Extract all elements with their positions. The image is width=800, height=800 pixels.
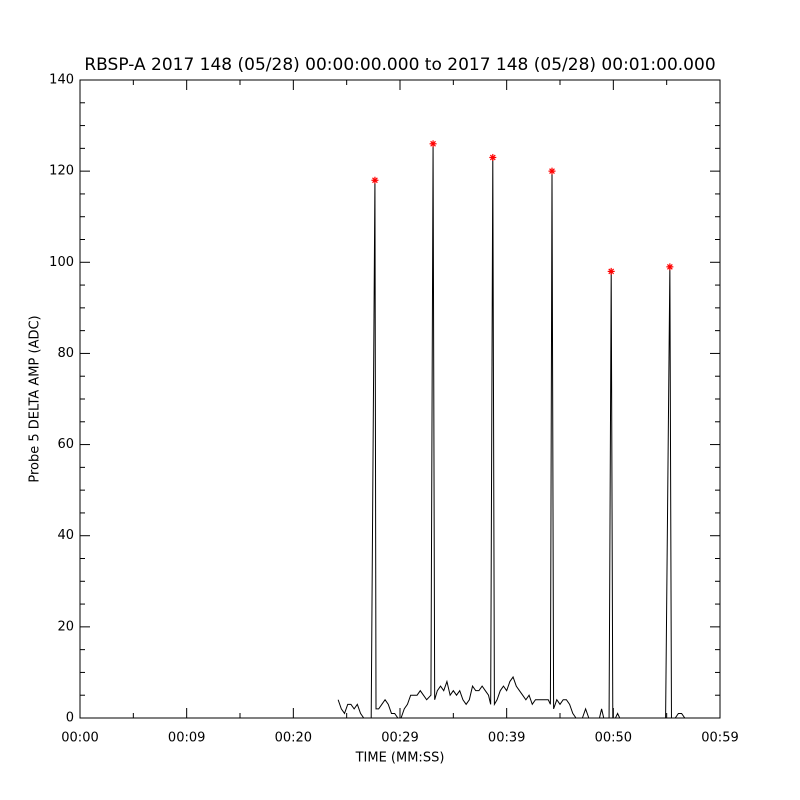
peak-marker: [429, 140, 437, 148]
peak-marker: [371, 176, 379, 184]
marker-stroke: [372, 177, 378, 184]
plot-frame: [79, 79, 721, 719]
y-tick-label: 120: [49, 164, 74, 179]
y-tick-label: 20: [57, 619, 74, 634]
x-tick-label: 00:20: [275, 731, 312, 746]
x-tick-label: 00:09: [168, 731, 205, 746]
y-tick-label: 0: [66, 711, 74, 726]
y-axis-label: Probe 5 DELTA AMP (ADC): [28, 315, 43, 482]
marker-stroke: [608, 268, 615, 275]
data-line: [337, 143, 688, 719]
x-tick-label: 00:39: [488, 731, 525, 746]
peak-marker: [489, 153, 497, 161]
y-tick-label: 60: [57, 437, 74, 452]
y-tick-label: 80: [57, 346, 74, 361]
marker-stroke: [489, 154, 496, 161]
peak-marker: [666, 263, 674, 271]
peak-marker: [607, 267, 615, 275]
x-tick-label: 00:59: [701, 731, 738, 746]
chart-title: RBSP-A 2017 148 (05/28) 00:00:00.000 to …: [84, 55, 715, 75]
peak-marker: [548, 167, 556, 175]
y-tick-label: 40: [57, 528, 74, 543]
x-tick-label: 00:29: [381, 731, 418, 746]
x-axis-label: TIME (MM:SS): [355, 751, 445, 766]
y-tick-label: 100: [49, 255, 74, 270]
x-tick-label: 00:50: [595, 731, 632, 746]
x-tick-label: 00:00: [61, 731, 98, 746]
marker-stroke: [549, 168, 555, 175]
y-tick-label: 140: [49, 73, 74, 88]
marker-stroke: [666, 263, 673, 270]
marker-stroke: [430, 140, 436, 147]
